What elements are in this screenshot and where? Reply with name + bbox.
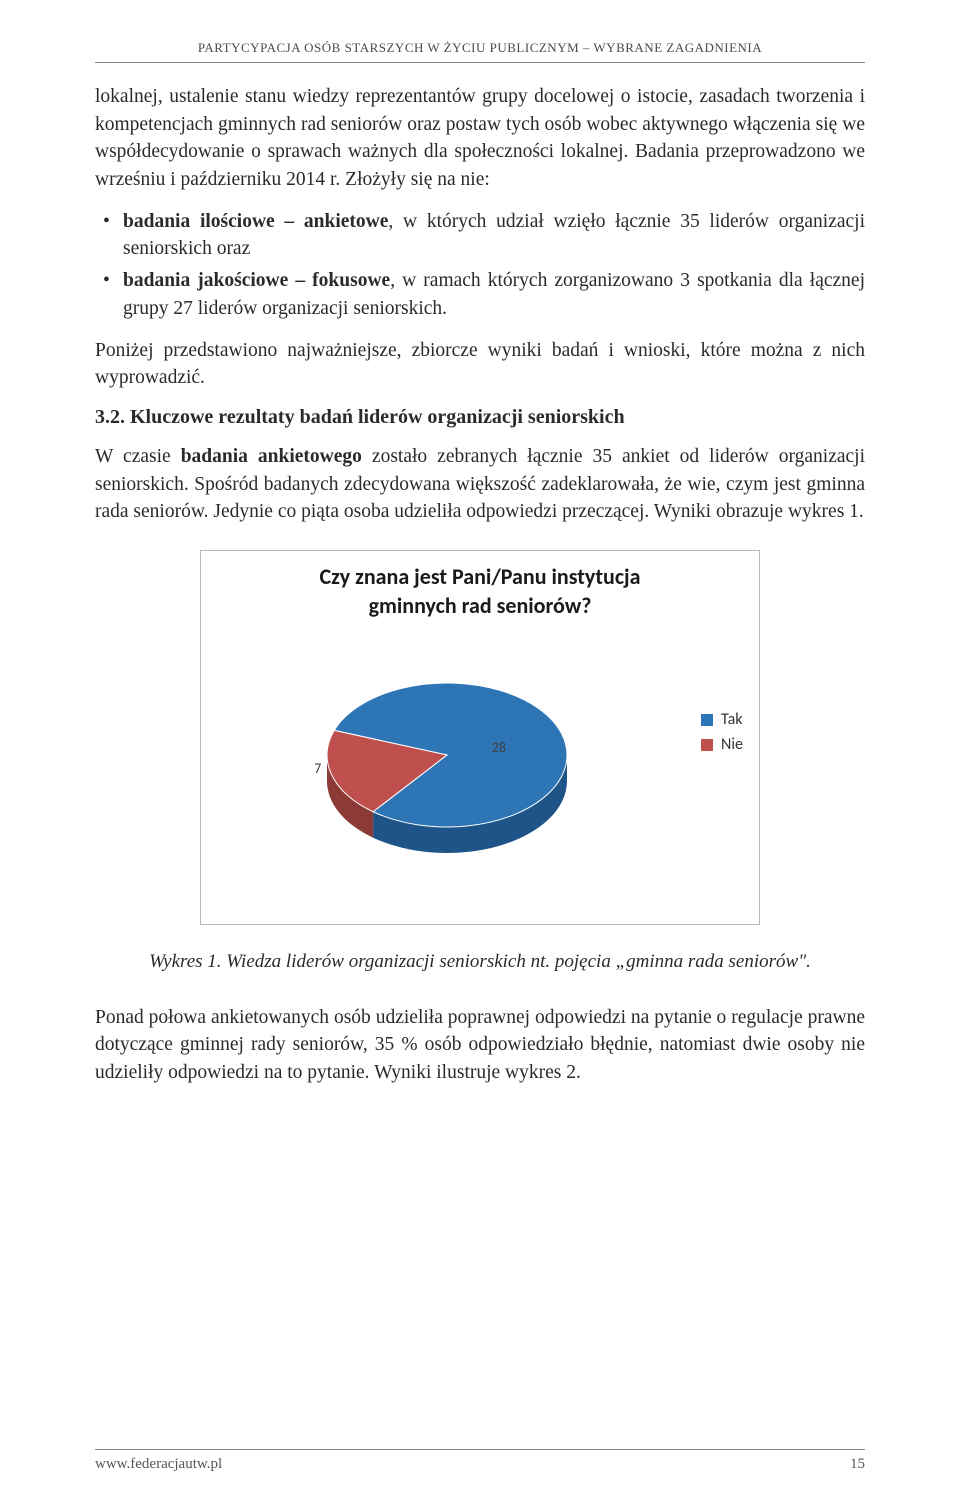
pie-chart: 7 28 (297, 640, 597, 880)
pie-value-label: 28 (492, 739, 506, 756)
footer-url: www.federacjautw.pl (95, 1456, 222, 1473)
chart-container: Czy znana jest Pani/Panu instytucja gmin… (200, 550, 760, 925)
chart-body: 7 28 Tak Nie (217, 640, 743, 880)
paragraph-summary: Poniżej przedstawiono najważniejsze, zbi… (95, 337, 865, 392)
chart-legend: Tak Nie (701, 710, 743, 760)
bullet-list: badania ilościowe – ankietowe, w których… (95, 208, 865, 323)
legend-row: Nie (701, 735, 743, 754)
para3-bold: badania ankietowego (181, 446, 362, 467)
bullet-item-2: badania jakościowe – fokusowe, w ramach … (95, 267, 865, 322)
footer-page-number: 15 (850, 1456, 865, 1473)
legend-label: Tak (721, 710, 742, 729)
bullet-2-bold: badania jakościowe – fokusowe (123, 270, 390, 291)
paragraph-followup: Ponad połowa ankietowanych osób udzielił… (95, 1004, 865, 1087)
chart-title-line2: gminnych rad seniorów? (369, 592, 592, 619)
running-header: PARTYCYPACJA OSÓB STARSZYCH W ŻYCIU PUBL… (95, 40, 865, 63)
chart-title-line1: Czy znana jest Pani/Panu instytucja (319, 563, 640, 590)
bullet-item-1: badania ilościowe – ankietowe, w których… (95, 208, 865, 263)
bullet-1-bold: badania ilościowe – ankietowe (123, 211, 388, 232)
pie-value-label: 7 (314, 760, 321, 777)
legend-row: Tak (701, 710, 743, 729)
paragraph-intro: lokalnej, ustalenie stanu wiedzy repreze… (95, 83, 865, 194)
paragraph-survey: W czasie badania ankietowego zostało zeb… (95, 443, 865, 526)
legend-label: Nie (721, 735, 743, 754)
page-footer: www.federacjautw.pl 15 (95, 1449, 865, 1473)
legend-swatch (701, 739, 713, 751)
section-heading-3-2: 3.2. Kluczowe rezultaty badań liderów or… (95, 406, 865, 429)
legend-swatch (701, 714, 713, 726)
para3-pre: W czasie (95, 446, 181, 467)
chart-title: Czy znana jest Pani/Panu instytucja gmin… (217, 563, 743, 620)
chart-caption: Wykres 1. Wiedza liderów organizacji sen… (95, 949, 865, 976)
